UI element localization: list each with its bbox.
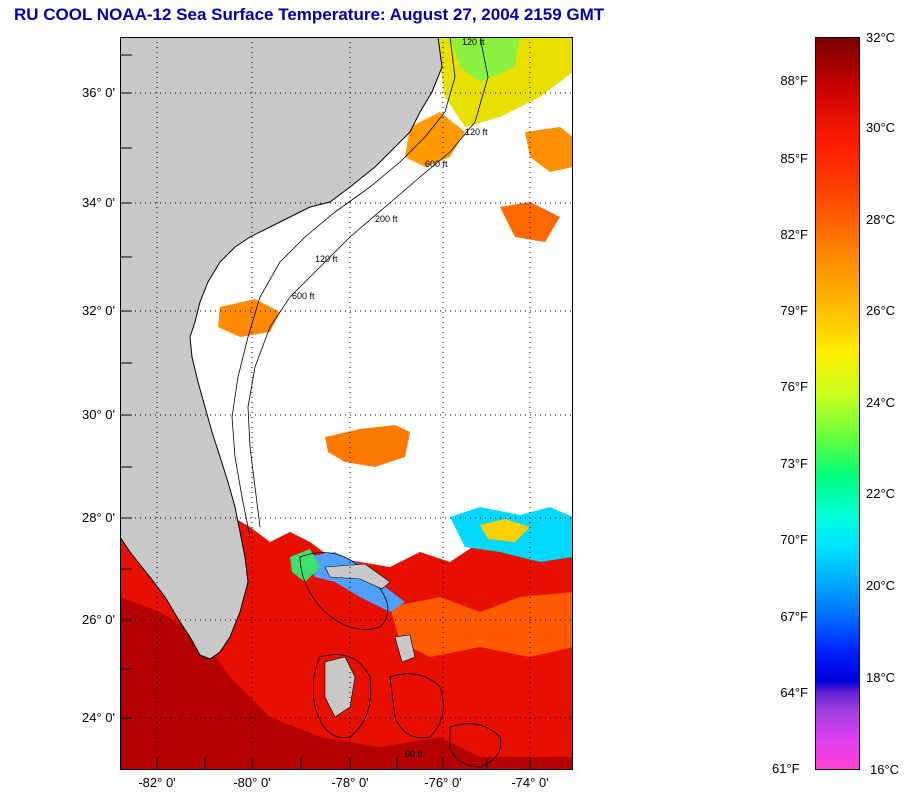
lat-label: 28° 0': [82, 510, 115, 525]
colorbar-c-label: 20°C: [866, 578, 896, 593]
contour-600ft: [247, 37, 489, 528]
island-grand-bahama: [324, 563, 391, 590]
temperature-colorbar: [815, 37, 860, 770]
graticule: [120, 37, 573, 770]
sst-orange-midocean: [325, 425, 410, 467]
colorbar-c-label: 16°C: [870, 762, 900, 777]
colorbar-c-label: 24°C: [866, 395, 896, 410]
colorbar-f-label: 64°F: [780, 685, 808, 700]
contour-label: 120 ft: [315, 254, 338, 264]
colorbar-f-label: 82°F: [780, 227, 808, 242]
contour-label: 200 ft: [375, 214, 398, 224]
contour-bahamas-d: [449, 723, 502, 768]
lat-label: 36° 0': [82, 85, 115, 100]
colorbar-f-label: 73°F: [780, 456, 808, 471]
sst-hot-core: [120, 597, 573, 770]
colorbar-c-label: 22°C: [866, 486, 896, 501]
sst-orange-patch: [390, 592, 573, 657]
sst-yellow-patch: [480, 519, 530, 542]
sst-map: 120 ft 120 ft 600 ft 200 ft 120 ft 600 f…: [120, 37, 573, 770]
contour-bahamas-b: [312, 654, 372, 739]
lat-label: 32° 0': [82, 303, 115, 318]
lat-label: 26° 0': [82, 612, 115, 627]
lat-label: 24° 0': [82, 710, 115, 725]
colorbar-c-label: 28°C: [866, 212, 896, 227]
contour-bahamas-a: [299, 552, 389, 630]
contour-label: 600 ft: [425, 159, 448, 169]
map-border: [120, 37, 573, 770]
lon-label: -74° 0': [511, 775, 549, 790]
colorbar-c-label: 32°C: [866, 30, 896, 45]
sst-patch-ne: [525, 127, 573, 172]
land-us-coast: [120, 37, 443, 660]
sst-green-north: [450, 37, 520, 82]
lat-label: 30° 0': [82, 407, 115, 422]
colorbar-c-label: 26°C: [866, 303, 896, 318]
lon-label: -78° 0': [331, 775, 369, 790]
sst-orange-georgia: [218, 299, 280, 337]
contour-bahamas-c: [389, 673, 444, 739]
land-gulf-edge: [120, 477, 128, 487]
axis-ticks: [120, 54, 531, 770]
colorbar-f-label: 88°F: [780, 73, 808, 88]
colorbar-f-label: 61°F: [772, 761, 800, 776]
lon-label: -76° 0': [424, 775, 462, 790]
sst-map-canvas: 120 ft 120 ft 600 ft 200 ft 120 ft 600 f…: [120, 37, 573, 770]
contour-120ft: [231, 37, 456, 538]
lon-label: -80° 0': [233, 775, 271, 790]
island-eleuthera: [394, 634, 416, 663]
contour-label: 120 ft: [465, 127, 488, 137]
contour-label: 600 ft: [292, 291, 315, 301]
sst-orange-carolinas: [405, 112, 465, 167]
colorbar-c-label: 30°C: [866, 120, 896, 135]
lat-label: 34° 0': [82, 195, 115, 210]
colorbar-f-label: 76°F: [780, 379, 808, 394]
sst-green-patch: [290, 549, 320, 582]
map-title: RU COOL NOAA-12 Sea Surface Temperature:…: [14, 5, 605, 24]
colorbar-f-label: 67°F: [780, 609, 808, 624]
colorbar-f-label: 85°F: [780, 151, 808, 166]
contour-label: 120 ft: [462, 37, 485, 47]
colorbar-f-label: 70°F: [780, 532, 808, 547]
colorbar-c-label: 18°C: [866, 670, 896, 685]
lon-label: -82° 0': [138, 775, 176, 790]
colorbar-f-label: 79°F: [780, 303, 808, 318]
contour-label: 60 ft: [405, 749, 423, 759]
